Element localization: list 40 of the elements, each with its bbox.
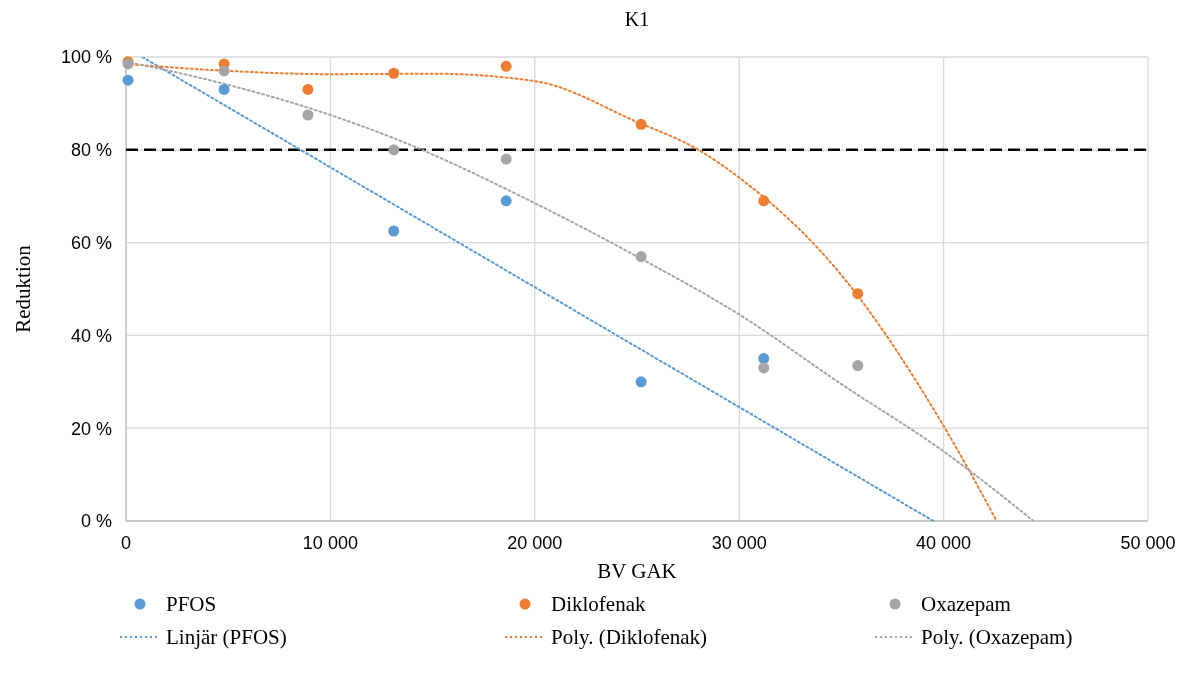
legend-label: Diklofenak xyxy=(551,592,646,617)
point xyxy=(388,144,400,156)
point xyxy=(758,195,770,207)
point xyxy=(852,360,864,372)
y-axis-title: Reduktion xyxy=(11,244,35,333)
point xyxy=(635,118,647,130)
x-tick-label: 50 000 xyxy=(1120,533,1176,553)
x-tick-label: 20 000 xyxy=(507,533,563,553)
x-tick-label: 0 xyxy=(120,533,132,553)
x-axis-title: BV GAK xyxy=(597,559,677,583)
y-tick-label: 20 % xyxy=(70,418,112,439)
point xyxy=(500,195,512,207)
point xyxy=(635,376,647,388)
legend-label: Poly. (Diklofenak) xyxy=(551,625,708,650)
x-tick-label: 30 000 xyxy=(711,533,767,553)
y-tick-label: 60 % xyxy=(70,232,112,253)
x-tick-label: 40 000 xyxy=(916,533,972,553)
chart-title: K1 xyxy=(624,8,650,30)
point xyxy=(500,153,512,165)
point xyxy=(302,83,314,95)
point xyxy=(122,74,134,86)
point xyxy=(500,60,512,72)
y-tick-label: 100 % xyxy=(60,47,112,68)
point xyxy=(388,67,400,79)
point xyxy=(758,353,770,365)
y-tick-label: 40 % xyxy=(70,325,112,346)
legend-label: PFOS xyxy=(166,592,217,617)
x-tick-label: 10 000 xyxy=(302,533,358,553)
y-tick-label: 0 % xyxy=(80,511,112,532)
point xyxy=(218,65,230,77)
point xyxy=(852,288,864,300)
point xyxy=(758,362,770,374)
legend-label: Poly. (Oxazepam) xyxy=(921,625,1073,650)
point xyxy=(218,83,230,95)
y-tick-label: 80 % xyxy=(70,140,112,161)
legend-label: Linjär (PFOS) xyxy=(166,625,287,650)
legend-label: Oxazepam xyxy=(921,592,1011,617)
point xyxy=(635,251,647,263)
point xyxy=(302,109,314,121)
point xyxy=(388,225,400,237)
